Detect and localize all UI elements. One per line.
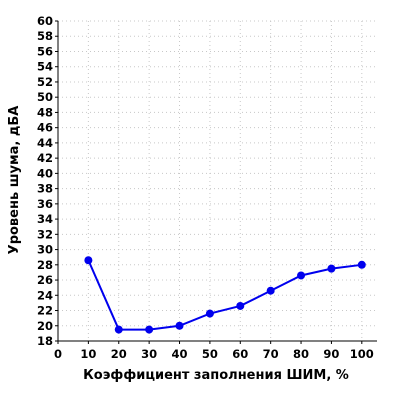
data-point (236, 301, 245, 310)
x-tick-label: 50 (202, 347, 218, 361)
x-tick-label: 30 (141, 347, 157, 361)
y-tick-label: 44 (37, 136, 53, 150)
y-tick-label: 18 (37, 334, 53, 348)
data-point (327, 264, 336, 273)
data-point (84, 256, 93, 265)
y-tick-label: 48 (37, 105, 53, 119)
y-tick-label: 56 (37, 44, 53, 58)
data-point (297, 271, 306, 280)
y-tick-label: 20 (37, 319, 53, 333)
y-tick-label: 34 (37, 212, 53, 226)
y-axis-label: Уровень шума, дБА (7, 106, 22, 255)
y-tick-label: 54 (37, 60, 53, 74)
y-tick-label: 50 (37, 90, 53, 104)
x-tick-label: 90 (323, 347, 339, 361)
y-tick-label: 58 (37, 29, 53, 43)
x-tick-label: 70 (263, 347, 279, 361)
y-tick-label: 60 (37, 14, 53, 28)
y-tick-label: 26 (37, 273, 53, 287)
data-point (205, 309, 214, 318)
y-tick-label: 46 (37, 121, 53, 135)
data-point (145, 325, 154, 334)
x-axis-label: Коэффициент заполнения ШИМ, % (83, 368, 349, 383)
data-point (114, 325, 123, 334)
y-tick-label: 40 (37, 166, 53, 180)
y-tick-label: 24 (37, 288, 53, 302)
y-tick-label: 28 (37, 258, 53, 272)
y-tick-label: 38 (37, 182, 53, 196)
x-tick-label: 100 (350, 347, 374, 361)
x-tick-label: 10 (80, 347, 96, 361)
x-tick-label: 0 (54, 347, 62, 361)
ticks: 1820222426283032343638404244464850525456… (37, 14, 374, 361)
series-line (87, 259, 362, 331)
x-tick-label: 60 (232, 347, 248, 361)
y-tick-label: 42 (37, 151, 53, 165)
y-tick-label: 30 (37, 243, 53, 257)
y-tick-label: 32 (37, 227, 53, 241)
series-layer (84, 256, 366, 334)
x-tick-label: 20 (111, 347, 127, 361)
y-tick-label: 36 (37, 197, 53, 211)
y-tick-label: 52 (37, 75, 53, 89)
y-tick-label: 22 (37, 304, 53, 318)
data-point (175, 321, 184, 330)
data-point (357, 260, 366, 269)
x-tick-label: 80 (293, 347, 309, 361)
data-point (266, 286, 275, 295)
grid (58, 20, 377, 341)
x-tick-label: 40 (172, 347, 188, 361)
